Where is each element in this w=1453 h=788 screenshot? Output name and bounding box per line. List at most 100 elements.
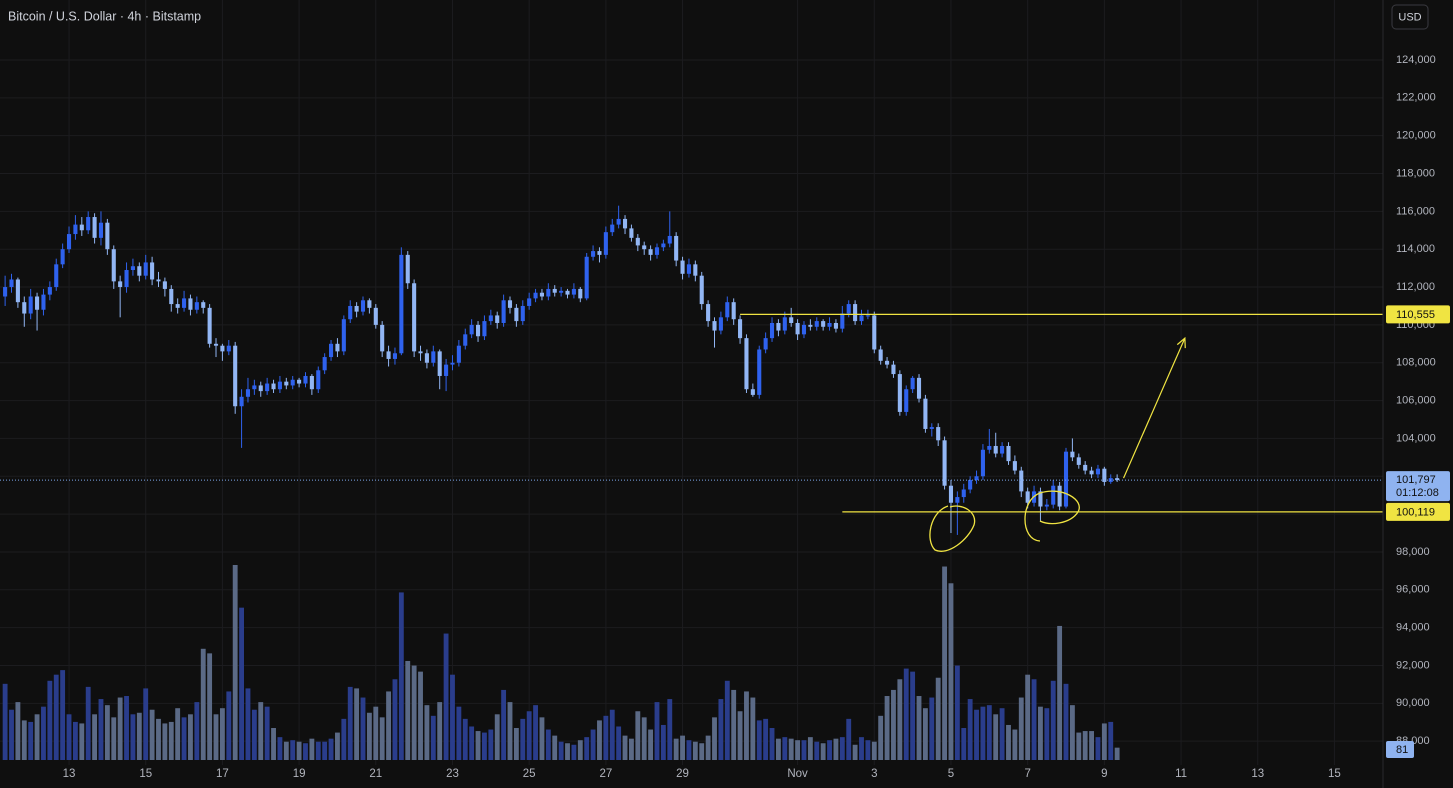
volume-bar (232, 565, 238, 760)
candle-body (968, 480, 973, 490)
volume-bar (680, 735, 685, 760)
candle-body (1019, 470, 1024, 492)
volume-bar (763, 718, 769, 760)
candle-body (207, 307, 212, 344)
candle-body (3, 287, 8, 297)
candle-body (712, 321, 717, 331)
volume-bar (398, 592, 404, 760)
volume-bar (162, 723, 168, 760)
candle-body (750, 389, 755, 395)
candle-body (642, 245, 647, 250)
volume-bar (974, 709, 979, 760)
volume-bar (558, 741, 564, 760)
candle-body (1006, 445, 1011, 462)
candle-body (859, 315, 864, 322)
candle-body (686, 264, 691, 274)
x-tick-label: 21 (369, 768, 382, 780)
candle-body (22, 302, 27, 314)
candle-body (482, 321, 487, 337)
candle-body (495, 315, 500, 323)
volume-bar (820, 743, 826, 760)
x-tick-label: 19 (293, 768, 306, 780)
volume-bar (756, 720, 762, 760)
x-tick-label: 7 (1024, 768, 1030, 780)
candle-body (853, 304, 858, 322)
volume-bar (200, 648, 206, 760)
volume-bar (807, 737, 813, 760)
volume-bar (1114, 747, 1120, 760)
candle-body (98, 222, 104, 238)
candle-body (1000, 445, 1005, 454)
volume-bar (1012, 729, 1018, 760)
volume-bar (456, 706, 462, 760)
volume-bar (552, 735, 558, 760)
volume-bar (603, 715, 609, 760)
volume-bar (430, 715, 436, 760)
candle-body (654, 247, 660, 255)
volume-bar (1101, 723, 1107, 760)
volume-bar (168, 721, 174, 760)
x-tick-label: 15 (1328, 768, 1341, 780)
candle-body (35, 296, 40, 310)
x-tick-label: 13 (1251, 768, 1264, 780)
candle-body (616, 218, 621, 225)
candle-body (514, 307, 519, 322)
volume-bar (251, 709, 257, 760)
candle-body (1057, 485, 1062, 507)
candle-body (303, 375, 308, 384)
x-tick-label: 3 (871, 768, 877, 780)
currency-label[interactable]: USD (1398, 11, 1421, 23)
volume-bar (411, 665, 417, 760)
volume-label: 81 (1396, 744, 1408, 756)
candle-body (565, 290, 570, 295)
volume-bar (526, 711, 532, 760)
candle-body (674, 235, 679, 261)
x-tick-label: 23 (446, 768, 459, 780)
volume-bar (795, 740, 801, 760)
volume-bar (878, 715, 884, 760)
volume-bar (1025, 674, 1031, 760)
x-tick-label: 29 (676, 768, 689, 780)
volume-bar (590, 729, 596, 760)
candle-body (993, 445, 998, 454)
candle-body (463, 334, 468, 346)
candle-body (776, 322, 781, 331)
x-tick-label: 9 (1101, 768, 1107, 780)
volume-bar (226, 691, 232, 760)
candle-body (271, 383, 276, 390)
volume-bar (846, 718, 852, 760)
candle-body (412, 283, 417, 352)
volume-bar (1018, 697, 1024, 760)
y-tick-label: 90,000 (1396, 697, 1430, 709)
volume-bar (143, 688, 149, 760)
candle-body (578, 288, 583, 299)
volume-bar (999, 708, 1005, 760)
candle-body (501, 300, 506, 323)
candle-body (194, 302, 199, 310)
candle-body (367, 300, 372, 308)
volume-bar (571, 744, 577, 760)
candle-body (885, 360, 890, 365)
volume-bar (418, 671, 423, 760)
y-tick-label: 104,000 (1396, 432, 1436, 444)
candle-body (444, 364, 449, 376)
volume-bar (814, 741, 820, 760)
y-tick-label: 116,000 (1396, 205, 1435, 217)
candle-body (1038, 491, 1043, 507)
candle-body (245, 389, 251, 397)
candle-body (757, 349, 762, 395)
candle-body (1044, 504, 1049, 507)
candle-body (814, 321, 819, 327)
currency-button[interactable] (1391, 4, 1429, 30)
candle-body (233, 345, 238, 407)
candle-body (840, 313, 845, 329)
volume-bar (731, 689, 737, 760)
candle-body (15, 279, 20, 303)
candle-body (520, 305, 525, 322)
x-tick-label: 17 (216, 768, 229, 780)
y-tick-label: 106,000 (1396, 394, 1436, 406)
volume-bar (15, 702, 21, 760)
volume-bar (616, 726, 622, 760)
volume-bar (788, 738, 794, 760)
volume-bar (366, 712, 372, 760)
